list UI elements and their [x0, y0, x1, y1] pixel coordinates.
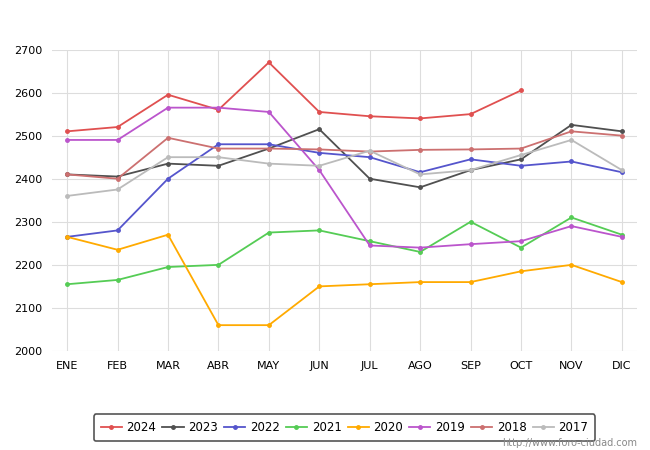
Text: http://www.foro-ciudad.com: http://www.foro-ciudad.com	[502, 438, 637, 448]
Legend: 2024, 2023, 2022, 2021, 2020, 2019, 2018, 2017: 2024, 2023, 2022, 2021, 2020, 2019, 2018…	[94, 414, 595, 441]
Text: Afiliados en Valencina de la Concepción a 30/9/2024: Afiliados en Valencina de la Concepción …	[110, 12, 540, 28]
